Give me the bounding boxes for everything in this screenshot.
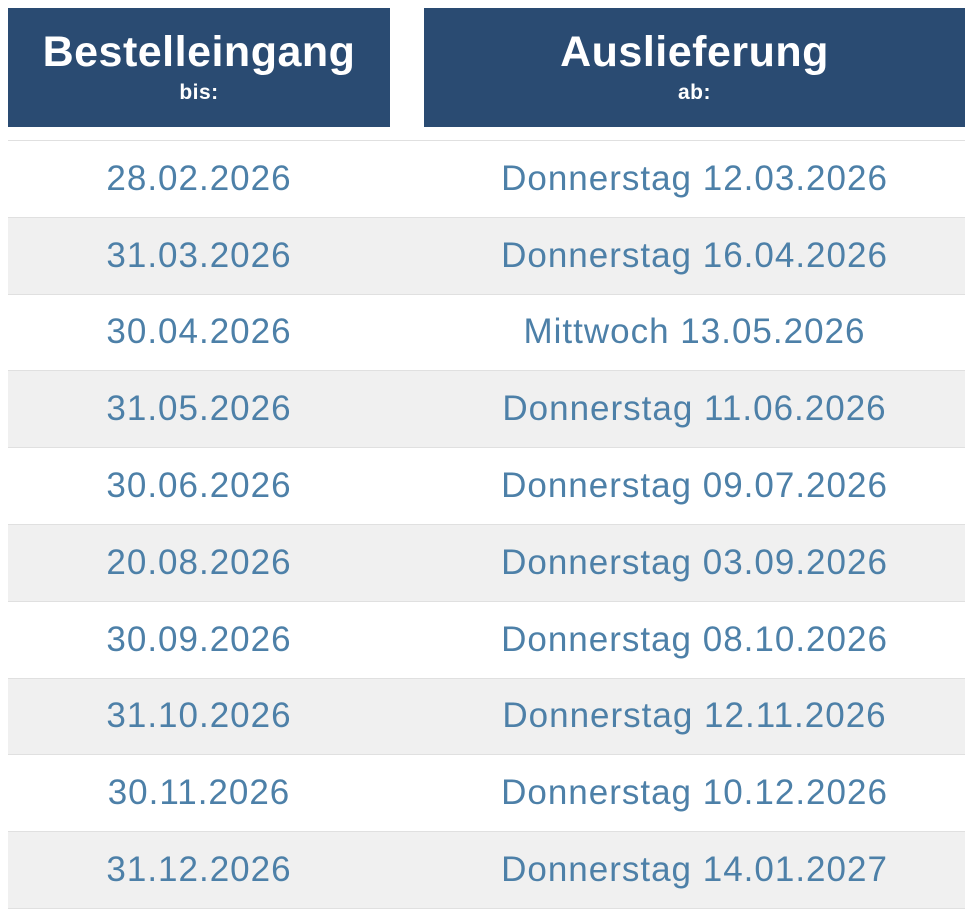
- delivery-date-cell: Donnerstag 16.04.2026: [501, 235, 888, 275]
- table-row: 28.02.2026 Donnerstag 12.03.2026: [8, 140, 965, 217]
- delivery-date-cell: Donnerstag 09.07.2026: [501, 466, 888, 506]
- order-deadline-cell: 31.05.2026: [106, 389, 292, 429]
- delivery-date-cell: Donnerstag 08.10.2026: [501, 619, 888, 659]
- delivery-date-cell: Donnerstag 14.01.2027: [501, 850, 888, 890]
- table-row: 31.05.2026 Donnerstag 11.06.2026: [8, 370, 965, 448]
- column-title-bestelleingang: Bestelleingang: [42, 28, 356, 77]
- table-row: 30.04.2026 Mittwoch 13.05.2026: [8, 293, 965, 371]
- table-row: 31.10.2026 Donnerstag 12.11.2026: [8, 677, 965, 755]
- order-deadline-cell: 30.06.2026: [106, 466, 292, 506]
- header-cell-bestelleingang: Bestelleingang bis:: [8, 8, 390, 127]
- table-body: 28.02.2026 Donnerstag 12.03.2026 31.03.2…: [8, 140, 965, 909]
- order-deadline-cell: 20.08.2026: [106, 542, 292, 582]
- delivery-date-cell: Donnerstag 12.03.2026: [501, 158, 888, 198]
- delivery-date-cell: Donnerstag 10.12.2026: [501, 773, 888, 813]
- delivery-date-cell: Donnerstag 12.11.2026: [502, 696, 887, 736]
- order-deadline-cell: 30.04.2026: [106, 312, 292, 352]
- table-row: 20.08.2026 Donnerstag 03.09.2026: [8, 523, 965, 601]
- delivery-date-cell: Donnerstag 03.09.2026: [501, 542, 888, 582]
- table-row: 30.06.2026 Donnerstag 09.07.2026: [8, 447, 965, 524]
- column-subtitle-ab: ab:: [678, 80, 711, 104]
- order-deadline-cell: 31.10.2026: [106, 696, 292, 736]
- column-subtitle-bis: bis:: [179, 80, 219, 104]
- order-deadline-cell: 28.02.2026: [106, 158, 292, 198]
- table-row: 30.11.2026 Donnerstag 10.12.2026: [8, 754, 965, 832]
- header-cell-auslieferung: Auslieferung ab:: [424, 8, 965, 127]
- table-row: 30.09.2026 Donnerstag 08.10.2026: [8, 600, 965, 678]
- order-deadline-cell: 30.09.2026: [106, 619, 292, 659]
- order-deadline-cell: 30.11.2026: [107, 773, 291, 813]
- column-title-auslieferung: Auslieferung: [560, 28, 829, 77]
- order-deadline-cell: 31.12.2026: [106, 850, 292, 890]
- delivery-date-cell: Mittwoch 13.05.2026: [523, 312, 866, 352]
- table-row: 31.12.2026 Donnerstag 14.01.2027: [8, 831, 965, 909]
- table-row: 31.03.2026 Donnerstag 16.04.2026: [8, 216, 965, 294]
- table-header: Bestelleingang bis: Auslieferung ab:: [8, 8, 965, 127]
- order-deadline-cell: 31.03.2026: [106, 235, 292, 275]
- delivery-date-cell: Donnerstag 11.06.2026: [502, 389, 887, 429]
